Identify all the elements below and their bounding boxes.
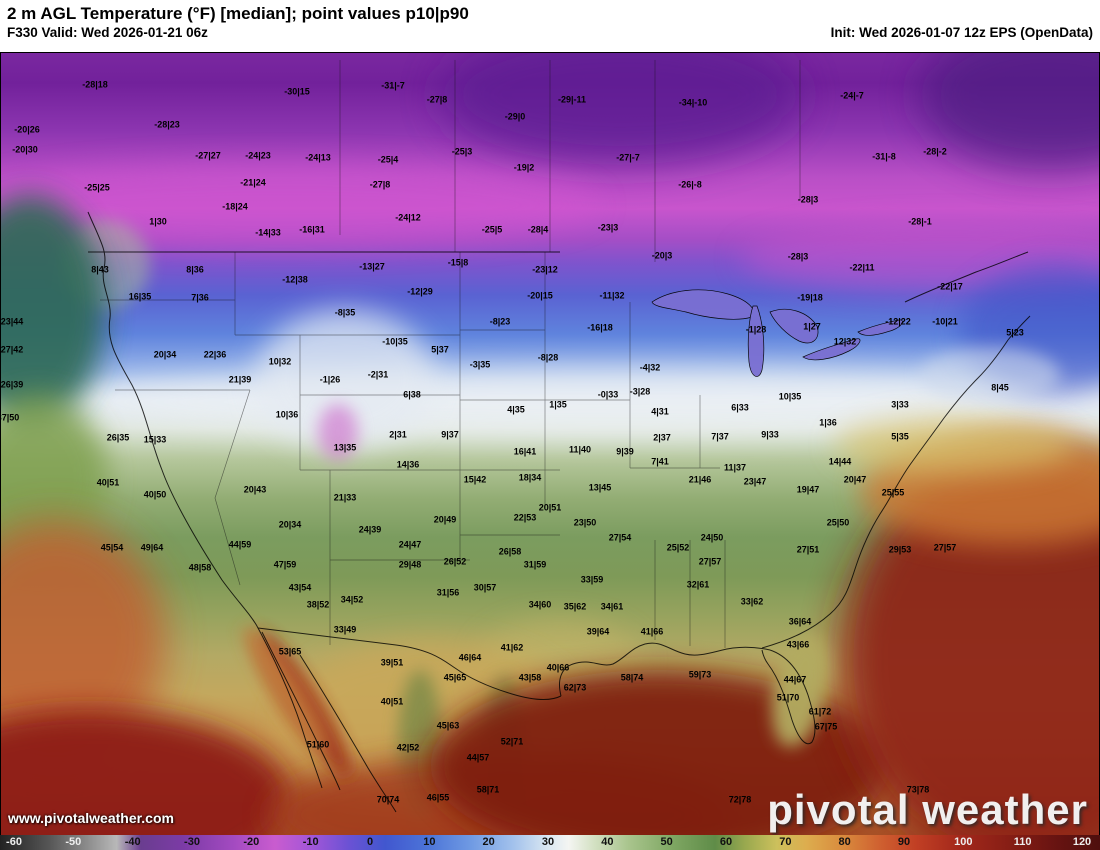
temperature-colorbar bbox=[0, 835, 1100, 850]
great-lakes bbox=[651, 289, 903, 377]
pivotal-weather-logo: pivotal weather bbox=[767, 786, 1088, 833]
init-time-label: Init: Wed 2026-01-07 12z EPS (OpenData) bbox=[830, 25, 1093, 41]
watermark-url: www.pivotalweather.com bbox=[8, 810, 174, 826]
coastlines bbox=[87, 211, 1031, 813]
run-info-row: F330 Valid: Wed 2026-01-21 06z Init: Wed… bbox=[0, 24, 1100, 40]
state-borders bbox=[100, 60, 801, 648]
map-title: 2 m AGL Temperature (°F) [median]; point… bbox=[7, 4, 469, 23]
title-bar: 2 m AGL Temperature (°F) [median]; point… bbox=[0, 0, 1100, 52]
valid-time-label: F330 Valid: Wed 2026-01-21 06z bbox=[7, 25, 208, 41]
